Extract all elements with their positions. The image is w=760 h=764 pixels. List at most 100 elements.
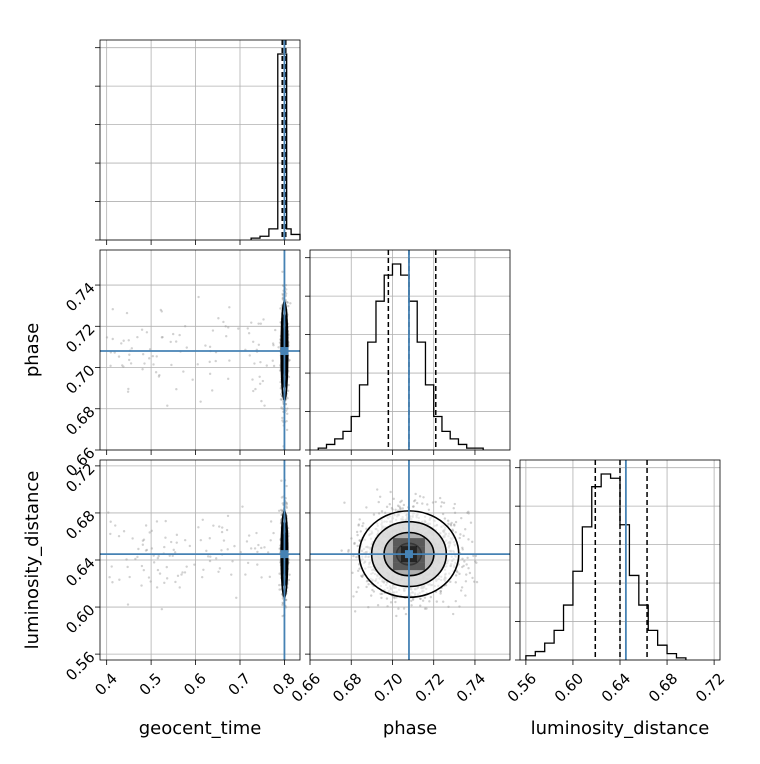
sample-point [286,301,289,304]
sample-point [279,393,283,396]
sample-point [141,368,144,371]
sample-point [277,509,281,512]
sample-point [164,519,167,523]
sample-point [289,302,292,305]
sample-point [284,292,288,295]
sample-point [239,550,242,554]
sample-point [131,537,134,540]
sample-point [460,586,464,589]
tick-label-x: 0.56 [504,670,540,706]
sample-point [178,586,181,589]
sample-point [122,365,125,368]
sample-point [208,559,212,563]
sample-point [197,295,200,299]
sample-point [284,501,288,504]
sample-point [109,364,112,368]
sample-point [281,597,285,600]
sample-point [284,598,288,601]
sample-point [287,383,290,387]
sample-point [447,605,450,609]
sample-point [398,505,401,508]
sample-point [353,541,356,545]
sample-point [111,308,114,311]
sample-point [163,581,166,585]
sample-point [475,561,478,564]
sample-point [458,536,461,540]
sample-point [278,583,281,587]
sample-point [458,572,461,576]
sample-point [399,500,402,504]
sample-point [441,512,445,516]
sample-point [144,524,148,527]
sample-point [274,328,277,332]
sample-point [126,565,129,569]
sample-point [248,354,251,357]
sample-point [136,335,139,339]
sample-point [280,398,284,401]
sample-point [277,346,280,349]
sample-point [222,320,225,324]
sample-point [353,542,356,546]
sample-point [454,581,457,584]
sample-point [176,574,180,578]
sample-point [143,362,146,365]
sample-point [467,510,470,514]
x-axis-label: geocent_time [139,718,262,739]
sample-point [246,327,249,330]
sample-point [357,569,360,573]
tick-label-x: 0.72 [692,670,728,706]
sample-point [458,605,461,608]
sample-point [257,543,260,547]
histogram-step [525,473,687,660]
density-cell [400,538,409,547]
sample-point [250,321,253,324]
hist-panel-phase [305,249,511,455]
x-axis-label: luminosity_distance [531,718,710,739]
tick-label-x: 0.60 [551,670,587,706]
sample-point [428,600,431,603]
sample-point [199,538,203,542]
hist-panel-geocent_time [95,39,301,245]
sample-point [200,575,204,579]
sample-point [255,531,258,535]
sample-point [118,578,121,581]
tick-label-x: 0.66 [288,670,324,706]
sample-point [422,496,425,499]
tick-label-y: 0.64 [62,554,98,590]
sample-point [230,573,233,576]
sample-point [454,574,458,577]
sample-point [459,589,463,592]
sample-point [472,554,475,558]
sample-point [261,379,265,383]
sample-point [258,375,261,378]
sample-point [451,612,455,616]
sample-point [160,336,164,339]
sample-point [125,311,129,315]
sample-point [208,360,211,364]
sample-point [281,614,284,618]
sample-point [237,327,240,330]
sample-point [251,340,255,344]
sample-point [211,329,215,332]
sample-point [152,363,155,366]
sample-point [169,340,172,344]
sample-point [185,346,188,349]
sample-point [281,502,284,505]
density-cell [392,538,401,547]
tick-label-y: 0.74 [62,279,98,315]
sample-point [208,345,212,349]
sample-point [350,537,353,540]
sample-point [165,577,169,580]
sample-point [117,355,121,358]
sample-point [360,574,363,578]
sample-point [193,563,196,566]
sample-point [427,508,431,511]
sample-point [352,554,355,558]
sample-point [385,505,389,509]
sample-point [127,387,130,391]
density-cell [400,562,409,571]
sample-point [168,554,171,558]
sample-point [185,565,188,568]
sample-point [281,292,284,296]
histogram-step [317,263,484,450]
